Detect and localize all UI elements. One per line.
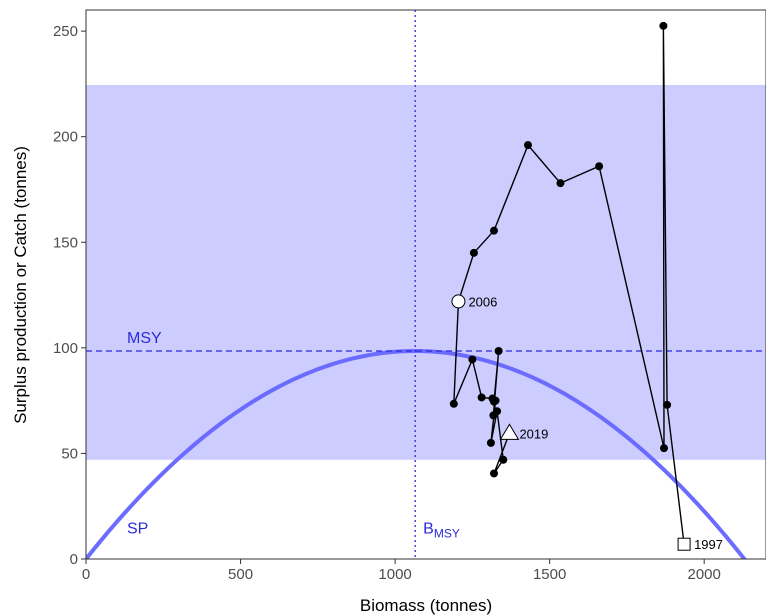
trajectory-point [659,21,668,30]
x-tick-label: 0 [82,566,90,583]
trajectory-point [660,444,668,453]
bmsy-label: BMSY [423,520,460,540]
trajectory-point [663,400,672,409]
axes: 0 500 1000 1500 2000 0 50 100 150 200 250 [53,9,766,583]
trajectory-point [556,179,565,188]
trajectory-point [595,162,604,171]
plot-area: 1997 2006 2019 MSY SP BMSY [86,10,766,559]
x-axis-title: Biomass (tonnes) [360,596,492,615]
marker-circle-2006 [451,294,466,309]
trajectory-point [490,226,498,235]
trajectory-point [494,347,503,356]
year-label-2019: 2019 [519,426,548,441]
x-tick-label: 1000 [378,566,411,583]
trajectory-point [491,396,500,405]
x-tick-label: 1500 [533,566,566,583]
trajectory-point [469,248,478,257]
x-tick-label: 2000 [687,566,720,583]
trajectory-point [486,438,495,447]
trajectory-point [477,393,486,402]
marker-triangle-2019 [499,423,520,440]
y-axis-title: Surplus production or Catch (tonnes) [11,146,30,424]
year-label-1997: 1997 [694,537,723,552]
trajectory-point [468,355,477,364]
trajectory-point [490,469,498,478]
trajectory-point [499,455,508,464]
y-tick-label: 250 [53,23,78,40]
y-tick-label: 200 [53,129,78,146]
year-label-2006: 2006 [468,294,497,309]
y-tick-label: 50 [61,445,78,462]
panel-border [85,9,766,560]
y-tick-label: 0 [70,551,78,568]
msy-label: MSY [127,330,162,347]
trajectory-point [449,399,458,408]
trajectory-point [524,141,532,150]
marker-square-1997 [677,537,691,551]
x-tick-label: 500 [228,566,253,583]
trajectory-point [493,407,502,416]
y-tick-label: 100 [53,340,78,357]
y-tick-label: 150 [53,234,78,251]
sp-label: SP [127,520,148,537]
